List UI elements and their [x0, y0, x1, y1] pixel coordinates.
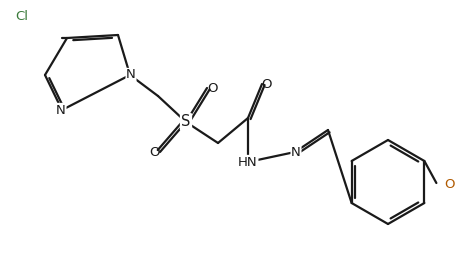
Text: O: O	[150, 146, 160, 159]
Text: N: N	[126, 69, 136, 81]
Text: Cl: Cl	[16, 10, 29, 23]
Text: O: O	[444, 179, 455, 191]
Text: O: O	[207, 81, 217, 95]
Text: N: N	[56, 104, 66, 116]
Text: N: N	[291, 146, 301, 159]
Text: S: S	[181, 115, 191, 129]
Text: HN: HN	[238, 155, 258, 168]
Text: O: O	[262, 77, 272, 91]
